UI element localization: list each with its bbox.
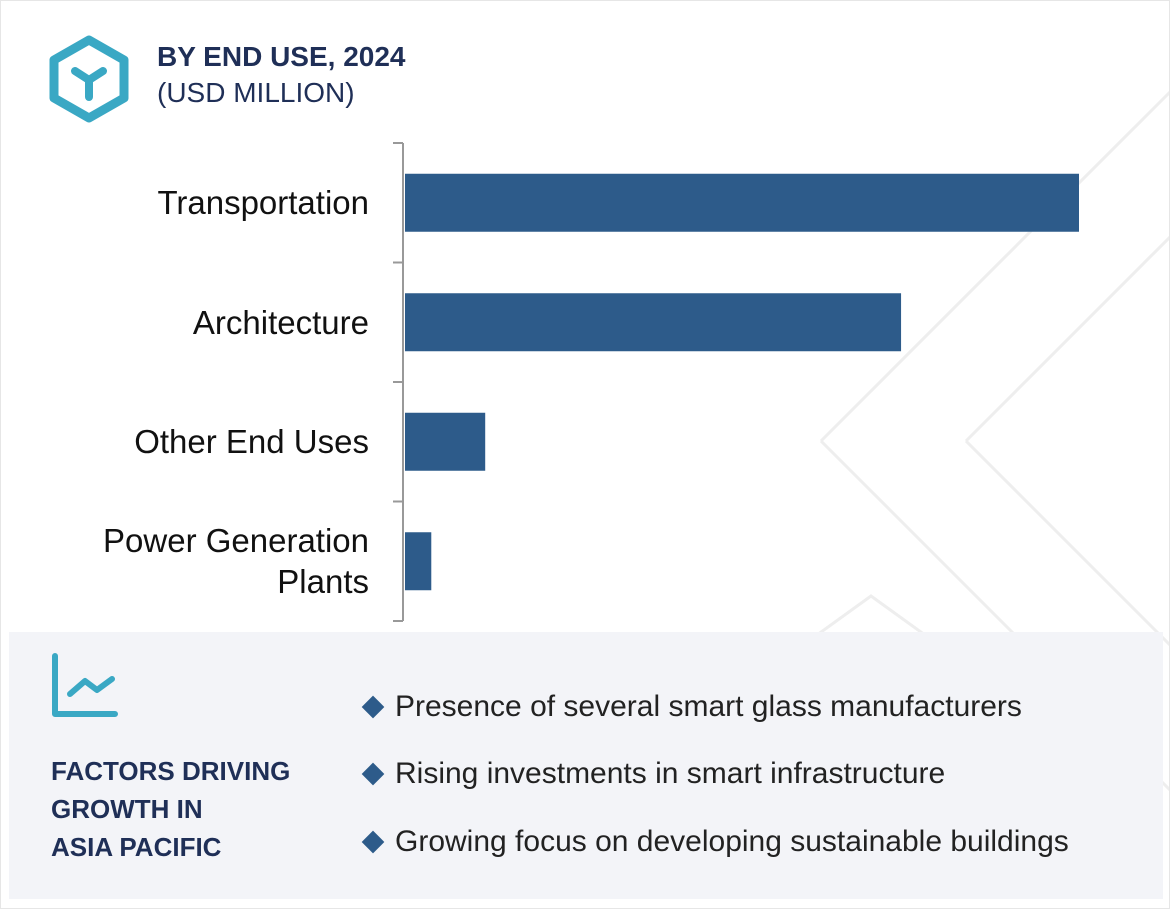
category-label: Other End Uses [134, 421, 369, 462]
bullet-item: Rising investments in smart infrastructu… [359, 757, 945, 791]
category-label-line: Other End Uses [134, 423, 369, 461]
bullet-item: Presence of several smart glass manufact… [359, 690, 1022, 724]
diamond-icon [361, 830, 385, 854]
category-label: Transportation [157, 182, 369, 223]
category-label-line: Power Generation [103, 522, 369, 560]
factors-heading-line: FACTORS DRIVING [51, 756, 291, 786]
category-label-line: Plants [277, 563, 369, 601]
chart-title: BY END USE, 2024 [157, 41, 406, 72]
bar-transportation [405, 173, 1079, 232]
bar-other-end-uses [405, 412, 486, 471]
bar-architecture [405, 293, 902, 352]
category-label-line: Transportation [157, 184, 369, 222]
diamond-icon [361, 695, 385, 719]
category-label: Architecture [193, 302, 369, 343]
category-label-line: Architecture [192, 303, 369, 341]
bullet-text: Rising investments in smart infrastructu… [395, 757, 946, 790]
category-label: Power Generation Plants [103, 520, 369, 602]
bullet-text: Presence of several smart glass manufact… [395, 690, 1022, 723]
factors-heading-line: ASIA PACIFIC [51, 832, 222, 862]
bar-chart [393, 142, 1079, 622]
factors-heading: FACTORS DRIVING GROWTH IN ASIA PACIFIC [51, 752, 331, 866]
bar-power-generation-plants [405, 532, 432, 591]
chart-subtitle: (USD MILLION) [157, 77, 355, 108]
factors-panel: FACTORS DRIVING GROWTH IN ASIA PACIFIC P… [9, 632, 1163, 899]
trend-chart-icon [52, 653, 118, 717]
cube-icon [49, 35, 129, 123]
factors-heading-line: GROWTH IN [51, 794, 203, 824]
bullet-item: Growing focus on developing sustainable … [359, 825, 1069, 859]
bullet-text: Growing focus on developing sustainable … [395, 825, 1069, 858]
diamond-icon [361, 762, 385, 786]
